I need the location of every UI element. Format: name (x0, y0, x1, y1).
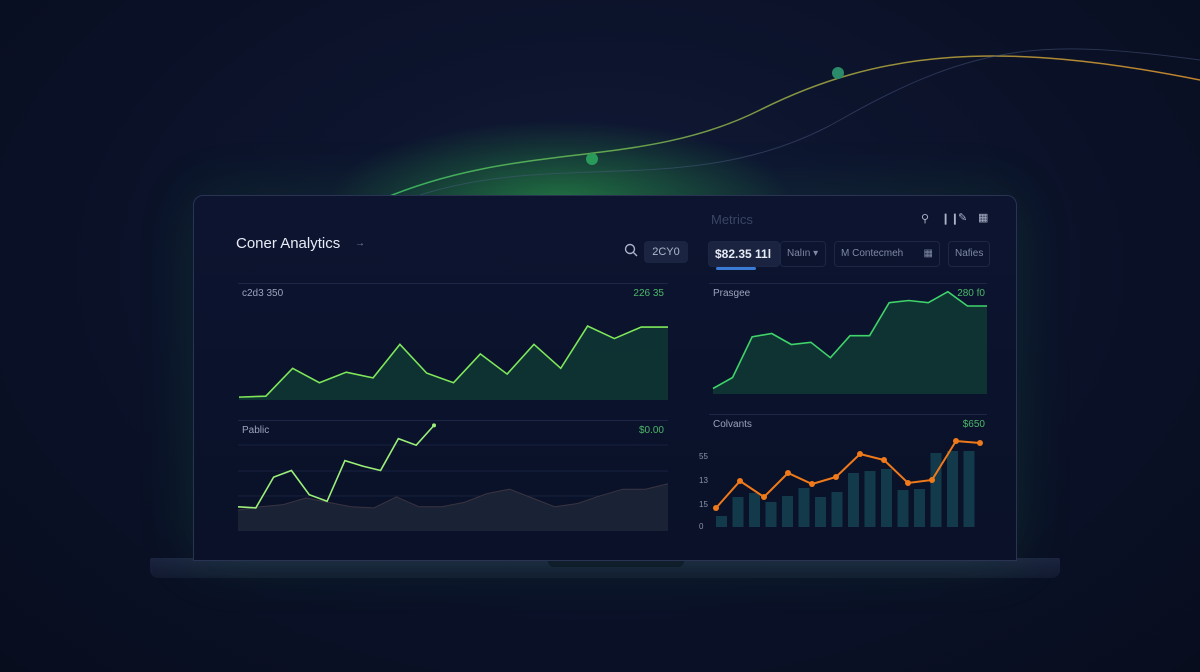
data-point (929, 477, 935, 483)
bar (848, 473, 859, 527)
bar (947, 451, 958, 527)
series-line (238, 424, 435, 509)
data-point (977, 440, 983, 446)
chart-panel-3: Prasgee 280 f0 (709, 283, 987, 397)
bar (716, 516, 727, 527)
data-point (713, 505, 719, 511)
line-chart-1 (238, 325, 668, 400)
bar (798, 488, 810, 527)
data-point (881, 457, 887, 463)
chart-panel-2: Pablic $0.00 (238, 420, 668, 532)
bar (732, 497, 744, 527)
bar (815, 497, 826, 527)
area-fill (713, 291, 987, 394)
data-point (737, 478, 743, 484)
chart-panel-4: Colvants $650 55 13 15 0 (699, 414, 987, 532)
bar (881, 469, 892, 527)
wave-node (586, 153, 598, 165)
data-point (809, 481, 815, 487)
data-point (833, 474, 839, 480)
dashboard-screen: Coner Analytics → 2CY0 c2d3 350 226 35 P… (193, 195, 1017, 561)
area-chart-3 (712, 290, 987, 394)
bar (897, 490, 909, 527)
bar-line-chart-4 (713, 438, 983, 527)
wave-node (832, 67, 844, 79)
bar (930, 453, 942, 527)
end-point (432, 423, 436, 428)
edit-icon[interactable]: ✎ (958, 212, 968, 224)
search-icon[interactable]: ⚲ (921, 213, 930, 225)
data-point (905, 480, 911, 486)
area-fill (239, 326, 668, 400)
bar (765, 502, 777, 527)
tab-label: M Contecmeh (841, 248, 904, 259)
y-tick: 13 (699, 476, 708, 485)
page-title: Coner Analytics (236, 235, 341, 252)
chart-panel-1: c2d3 350 226 35 (238, 283, 668, 401)
bar (864, 471, 876, 527)
calendar-icon[interactable]: ▦ (978, 212, 989, 224)
panel-label: Pablic (242, 425, 270, 436)
search-icon[interactable] (624, 243, 638, 257)
baseline-area (238, 483, 668, 531)
filter-button[interactable]: 2CY0 (644, 241, 688, 263)
panel-label: c2d3 350 (242, 288, 284, 299)
laptop-base (150, 558, 1060, 578)
data-point (761, 494, 767, 500)
bar (749, 493, 760, 527)
tab-value[interactable]: $82.35 11l (708, 241, 780, 267)
active-tab-indicator (716, 267, 756, 270)
series-line (712, 290, 987, 390)
series-line (238, 325, 668, 398)
bar (914, 489, 925, 527)
panel-label: Prasgee (713, 288, 751, 299)
y-tick: 55 (699, 452, 708, 461)
y-tick: 0 (699, 522, 704, 531)
y-tick: 15 (699, 500, 708, 509)
metrics-title: Metrics (711, 212, 753, 227)
panel-value: $0.00 (638, 425, 664, 436)
panel-value: $650 (962, 419, 985, 430)
data-point (785, 470, 791, 476)
bar (782, 496, 793, 527)
tab-dropdown[interactable]: Nalın ▾ (780, 241, 826, 267)
pause-icon[interactable]: ❙❙ (941, 213, 960, 225)
panel-value: 226 35 (633, 288, 664, 299)
data-point (953, 438, 959, 444)
panel-label: Colvants (713, 419, 752, 430)
laptop-notch (548, 558, 684, 567)
bar (963, 451, 975, 527)
series-line (715, 439, 981, 509)
data-point (857, 451, 863, 457)
bar (831, 492, 843, 527)
tab-notes[interactable]: Nafies (948, 241, 990, 267)
arrow-right-icon[interactable]: → (355, 238, 365, 249)
line-chart-2 (238, 423, 668, 531)
calendar-icon: ▦ (923, 248, 933, 259)
baseline-line (238, 483, 668, 511)
tab-date-range[interactable]: M Contecmeh ▦ (834, 241, 940, 267)
panel-value: 280 f0 (957, 288, 985, 299)
